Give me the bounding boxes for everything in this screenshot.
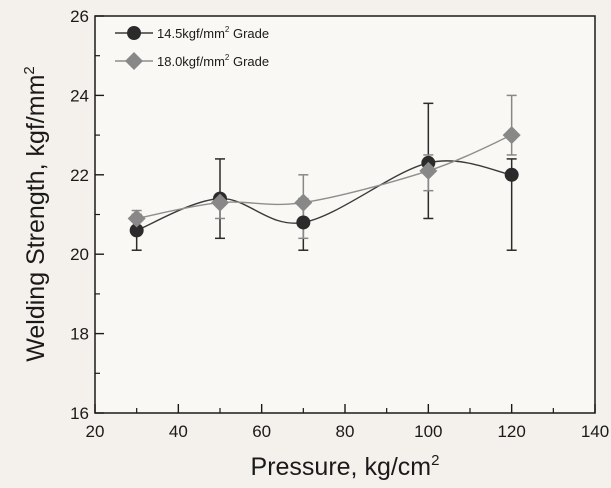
legend-label-sup: 2 [225, 25, 230, 34]
legend-diamond-marker [125, 52, 143, 70]
y-tick-label: 22 [70, 166, 89, 185]
diamond-marker [211, 193, 229, 212]
x-tick-labels: 20 40 60 80 100 120 140 [86, 422, 610, 441]
y-axis-title: Welding Strength, kgf/mm2 [21, 66, 50, 362]
x-tick-label: 140 [581, 422, 609, 441]
x-tick-label: 120 [497, 422, 525, 441]
legend-label-text: 14.5kgf/mm [157, 26, 225, 41]
data-markers [127, 126, 521, 238]
x-tick-label: 20 [86, 422, 105, 441]
diamond-marker [127, 209, 146, 228]
legend-label-suffix: Grade [229, 26, 269, 41]
y-tick-label: 20 [70, 245, 89, 264]
y-tick-label: 24 [70, 86, 89, 105]
legend-label-suffix: Grade [229, 54, 269, 69]
circle-marker [296, 215, 311, 230]
circle-marker [504, 167, 519, 182]
x-tick-label: 40 [169, 422, 188, 441]
x-axis-title: Pressure, kg/cm2 [251, 452, 440, 481]
diamond-marker [502, 126, 521, 145]
x-tick-label: 80 [336, 422, 355, 441]
x-tick-label: 60 [252, 422, 271, 441]
circle-marker [129, 223, 144, 238]
y-tick-label: 18 [70, 325, 89, 344]
axis-ticks [94, 15, 596, 414]
y-tick-label: 26 [70, 7, 89, 26]
legend-label: 14.5kgf/mm2 Grade [157, 25, 269, 41]
legend-label-sup: 2 [225, 53, 230, 62]
legend-label-text: 18.0kgf/mm [157, 54, 225, 69]
x-tick-label: 100 [414, 422, 442, 441]
y-tick-label: 16 [70, 404, 89, 423]
diamond-marker [419, 161, 438, 180]
y-tick-labels: 16 18 20 22 24 26 [70, 7, 89, 423]
legend-label: 18.0kgf/mm2 Grade [157, 53, 269, 69]
legend-circle-marker [127, 26, 141, 40]
diamond-marker [294, 193, 313, 212]
